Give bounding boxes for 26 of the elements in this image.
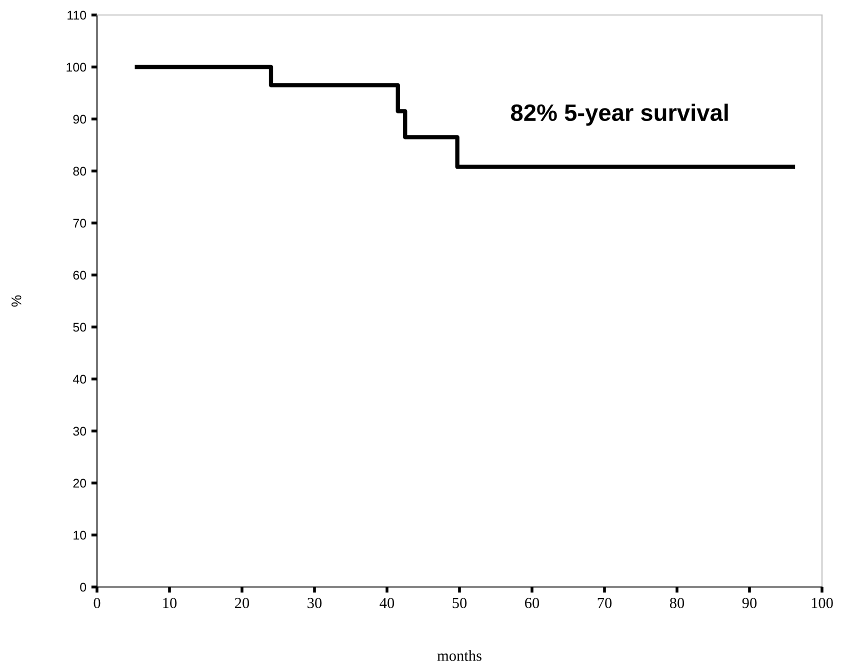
x-tick-label: 30: [308, 598, 322, 608]
y-tick-label: 90: [73, 114, 86, 124]
x-tick-label: 90: [742, 598, 757, 608]
y-tick-label: 30: [73, 426, 86, 436]
y-tick-label: 10: [74, 530, 86, 540]
x-tick-label: 40: [380, 598, 394, 608]
y-tick-label: 100: [66, 62, 86, 72]
x-axis-title: months: [437, 650, 482, 661]
y-tick-label: 20: [73, 478, 86, 488]
y-tick-label: 110: [68, 10, 86, 20]
x-tick-label: 100: [812, 598, 833, 608]
y-tick-label: 40: [72, 374, 86, 384]
x-tick-label: 0: [94, 598, 100, 608]
y-tick-label: 50: [73, 322, 86, 332]
y-tick-label: 70: [73, 218, 86, 228]
x-tick-label: 70: [598, 598, 612, 608]
x-tick-label: 20: [235, 598, 250, 608]
y-axis-title: %: [12, 295, 22, 307]
x-tick-label: 10: [163, 598, 177, 608]
y-tick-label: 60: [73, 270, 86, 280]
y-tick-label: 0: [80, 582, 86, 592]
x-tick-label: 80: [670, 598, 684, 608]
annotation: 82% 5-year survival: [511, 104, 728, 126]
x-tick-label: 50: [452, 598, 467, 608]
y-tick-label: 80: [73, 166, 86, 176]
x-tick-label: 60: [525, 598, 540, 608]
